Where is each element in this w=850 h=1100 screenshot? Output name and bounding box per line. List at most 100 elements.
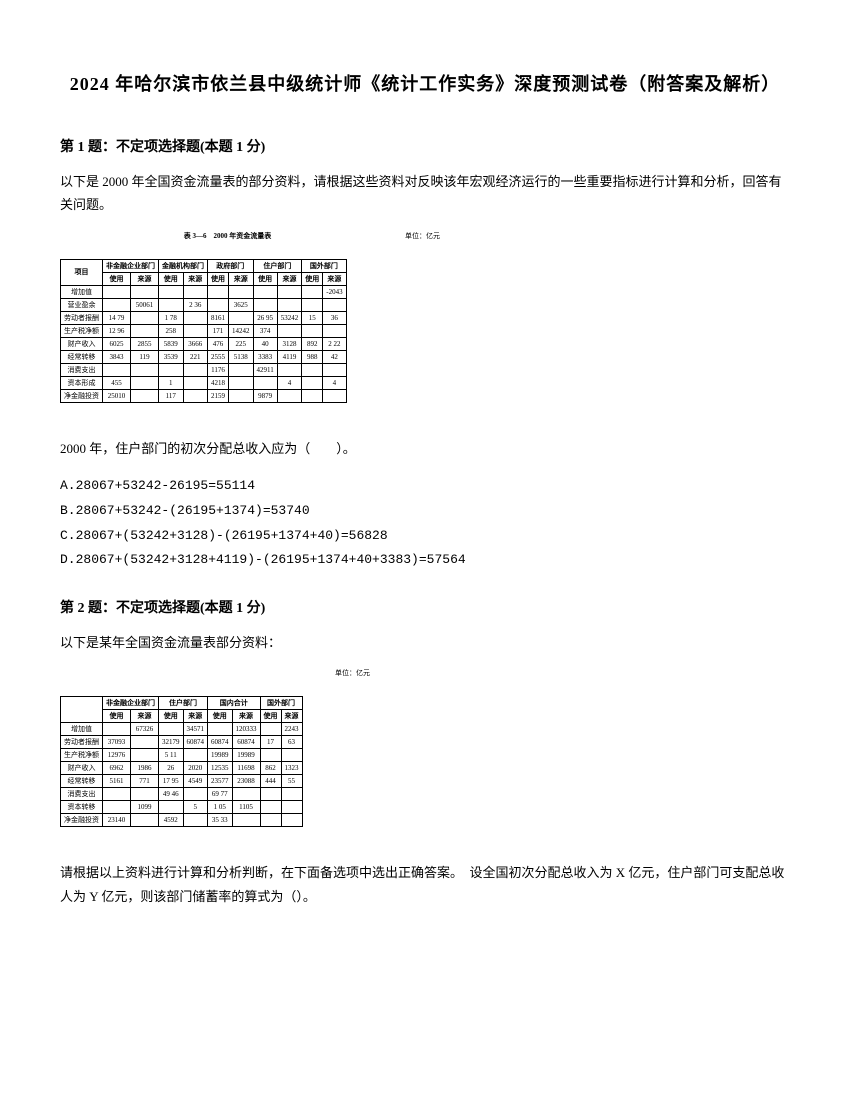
col-header: 非金融企业部门 (103, 697, 159, 710)
table-cell: 50061 (131, 298, 159, 311)
table-cell (103, 788, 131, 801)
table-row: 生产税净额12 9625817114242374 (61, 324, 347, 337)
table-cell: 60874 (208, 736, 233, 749)
sub-col: 来源 (281, 710, 302, 723)
sub-col: 使用 (159, 272, 184, 285)
table-cell (131, 324, 159, 337)
table-cell (131, 376, 159, 389)
table-cell: 9879 (253, 389, 277, 402)
table-cell: 5 11 (159, 749, 184, 762)
col-header: 非金融企业部门 (103, 259, 159, 272)
table-cell: 23140 (103, 814, 131, 827)
table-cell (323, 389, 346, 402)
table-cell: 42 (323, 350, 346, 363)
table-cell: 36 (323, 311, 346, 324)
table-cell: 988 (302, 350, 323, 363)
table-cell (302, 389, 323, 402)
table-cell (103, 723, 131, 736)
table-cell (302, 376, 323, 389)
table-cell: 6962 (103, 762, 131, 775)
sub-col: 来源 (131, 272, 159, 285)
q2-stem: 请根据以上资料进行计算和分析判断，在下面备选项中选出正确答案。 设全国初次分配总… (60, 861, 790, 908)
table-cell (281, 749, 302, 762)
table-row: 净金融投资23140459235 33 (61, 814, 303, 827)
col-header: 金融机构部门 (159, 259, 208, 272)
table-cell (131, 788, 159, 801)
table-cell: 5161 (103, 775, 131, 788)
table-cell (260, 788, 281, 801)
table-cell: 2555 (208, 350, 229, 363)
q1-option-c: C.28067+(53242+3128)-(26195+1374+40)=568… (60, 524, 790, 549)
table-cell: 1986 (131, 762, 159, 775)
table-row: 非金融企业部门 住户部门 国内合计 国外部门 (61, 697, 303, 710)
table-cell (103, 298, 131, 311)
table-cell: 17 (260, 736, 281, 749)
sub-col: 来源 (229, 272, 254, 285)
sub-col: 来源 (277, 272, 302, 285)
table-cell: 1105 (232, 801, 260, 814)
table-cell: 经常转移 (61, 350, 103, 363)
question-1: 第 1 题：不定项选择题(本题 1 分) 以下是 2000 年全国资金流量表的部… (60, 136, 790, 573)
table-cell: 63 (281, 736, 302, 749)
table-cell: 455 (103, 376, 131, 389)
col-header (61, 697, 103, 723)
table-cell: 892 (302, 337, 323, 350)
table-row: 生产税净额129765 111998919989 (61, 749, 303, 762)
table-cell: 5 (183, 801, 208, 814)
table-row: 使用 来源 使用 来源 使用 来源 使用 来源 使用 来源 (61, 272, 347, 285)
table-cell: 12976 (103, 749, 131, 762)
table-cell (323, 324, 346, 337)
table-cell (277, 298, 302, 311)
table-cell (159, 363, 184, 376)
table-cell (277, 285, 302, 298)
table-cell (281, 801, 302, 814)
table-cell: 55 (281, 775, 302, 788)
q2-header: 第 2 题：不定项选择题(本题 1 分) (60, 597, 790, 617)
table-cell (131, 363, 159, 376)
table-row: 营业盈余500612 363625 (61, 298, 347, 311)
table-cell (131, 389, 159, 402)
table-cell (183, 363, 208, 376)
table-cell (229, 376, 254, 389)
table-cell: 258 (159, 324, 184, 337)
table-cell (281, 814, 302, 827)
table-cell: 476 (208, 337, 229, 350)
table-cell: 净金融投资 (61, 814, 103, 827)
table-cell: 资本转移 (61, 801, 103, 814)
table-cell: 5138 (229, 350, 254, 363)
sub-col: 使用 (302, 272, 323, 285)
table-cell: 49 46 (159, 788, 184, 801)
table-cell: 消费支出 (61, 788, 103, 801)
table-cell (131, 814, 159, 827)
table-cell: 23577 (208, 775, 233, 788)
table-cell: 4549 (183, 775, 208, 788)
table-cell: -2043 (323, 285, 346, 298)
table-cell: 225 (229, 337, 254, 350)
table-row: 消费支出117642911 (61, 363, 347, 376)
sub-col: 使用 (253, 272, 277, 285)
table-row: 净金融投资2501011721599879 (61, 389, 347, 402)
table-cell (260, 801, 281, 814)
table-cell (253, 298, 277, 311)
table-row: 经常转移516177117 954549235772308844455 (61, 775, 303, 788)
table-cell: 2243 (281, 723, 302, 736)
table-cell (260, 814, 281, 827)
q1-table-wrap: 表 3—6 2000 年资金流量表 单位：亿元 项目 非金融企业部门 金融机构部… (60, 231, 440, 403)
table-cell (183, 324, 208, 337)
table-cell: 67326 (131, 723, 159, 736)
table-cell: 增加值 (61, 723, 103, 736)
table-cell: 14 79 (103, 311, 131, 324)
page-title: 2024 年哈尔滨市依兰县中级统计师《统计工作实务》深度预测试卷（附答案及解析） (60, 70, 790, 96)
table-cell: 3383 (253, 350, 277, 363)
col-header: 住户部门 (253, 259, 302, 272)
table-cell: 消费支出 (61, 363, 103, 376)
table-cell (208, 723, 233, 736)
table-cell: 4119 (277, 350, 302, 363)
table-cell (159, 298, 184, 311)
table-cell: 经常转移 (61, 775, 103, 788)
table-cell (277, 363, 302, 376)
table-row: 财产收入6962198626202012535116988621323 (61, 762, 303, 775)
table-row: 增加值67326345711203332243 (61, 723, 303, 736)
sub-col: 使用 (260, 710, 281, 723)
table-cell (103, 285, 131, 298)
